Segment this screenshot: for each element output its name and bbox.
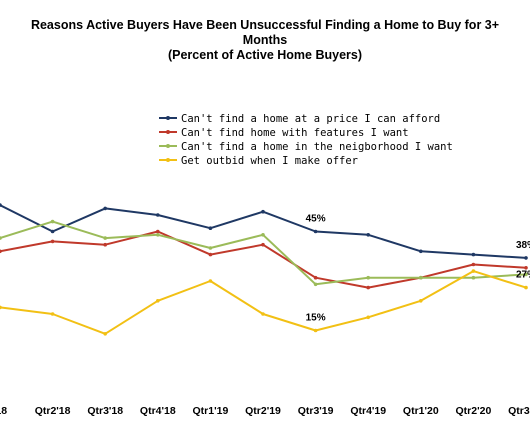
data-point xyxy=(208,252,213,257)
legend-swatch-marker xyxy=(166,144,170,148)
data-point xyxy=(50,312,55,316)
data-point xyxy=(0,203,2,207)
x-tick-label: Qtr1'20 xyxy=(403,405,439,417)
data-label: 45% xyxy=(306,214,326,225)
data-point xyxy=(313,229,318,234)
data-point xyxy=(471,269,476,273)
data-point xyxy=(366,275,371,280)
x-tick-label: Qtr2'18 xyxy=(35,405,71,417)
legend-swatch-marker xyxy=(166,158,170,162)
chart-title-line-2: Months xyxy=(242,33,288,47)
series-lines xyxy=(0,203,528,336)
data-point xyxy=(524,266,528,270)
data-point xyxy=(156,233,160,237)
data-point xyxy=(471,262,476,267)
x-tick-label: Qtr4'18 xyxy=(140,405,176,417)
data-label: 38% xyxy=(516,240,530,251)
legend-entry: Get outbid when I make offer xyxy=(181,155,358,167)
x-tick-label: Qtr3'19 xyxy=(298,405,334,417)
data-point xyxy=(103,236,107,240)
chart-title-line-1: Reasons Active Buyers Have Been Unsucces… xyxy=(30,18,500,32)
data-labels: 45% 38% 15% 27% xyxy=(306,214,530,324)
data-point xyxy=(208,246,213,250)
data-point xyxy=(208,226,213,230)
data-point xyxy=(366,233,371,237)
legend-entry: Can't find a home in the neigborhood I w… xyxy=(181,141,453,153)
data-point xyxy=(50,219,55,224)
data-point xyxy=(524,285,528,290)
data-point xyxy=(103,206,107,211)
data-point xyxy=(103,242,107,247)
data-point xyxy=(419,275,423,280)
data-point xyxy=(419,299,423,303)
legend-swatch-marker xyxy=(166,130,170,134)
data-point xyxy=(419,249,423,254)
data-point xyxy=(524,272,528,277)
x-tick-label: Qtr3'20 xyxy=(508,405,530,417)
data-point xyxy=(471,275,476,280)
data-point xyxy=(50,239,55,244)
data-point xyxy=(156,213,160,217)
x-tick-label: Qtr4'19 xyxy=(350,405,386,417)
chart-title-line-3: (Percent of Active Home Buyers) xyxy=(167,48,363,62)
data-point xyxy=(103,332,107,336)
data-label: 27% xyxy=(516,270,530,281)
data-point xyxy=(0,236,2,240)
data-label: 15% xyxy=(306,313,326,324)
chart-title: Reasons Active Buyers Have Been Unsucces… xyxy=(0,18,530,63)
data-point xyxy=(313,275,318,280)
data-point xyxy=(313,282,318,287)
legend-entry: Can't find home with features I want xyxy=(181,127,409,139)
x-tick-label: Qtr2'20 xyxy=(456,405,492,417)
data-point xyxy=(366,285,371,290)
data-point xyxy=(261,233,265,237)
series-line xyxy=(0,270,527,335)
legend: Can't find a home at a price I can affor… xyxy=(159,113,453,167)
x-tick-label: Qtr3'18 xyxy=(87,405,123,417)
x-tick-label: Qtr1'19 xyxy=(193,405,229,417)
data-point xyxy=(208,279,213,283)
legend-entry: Can't find a home at a price I can affor… xyxy=(181,113,440,125)
legend-swatch-marker xyxy=(166,116,170,120)
data-point xyxy=(156,299,160,303)
data-point xyxy=(313,328,318,333)
data-point xyxy=(366,315,371,320)
series-line xyxy=(0,230,527,289)
data-point xyxy=(0,249,2,254)
data-point xyxy=(156,229,160,234)
x-axis: '18 Qtr2'18 Qtr3'18 Qtr4'18 Qtr1'19 Qtr2'19 Qt… xyxy=(0,405,530,417)
data-point xyxy=(0,305,2,310)
data-point xyxy=(524,256,528,260)
data-point xyxy=(471,252,476,257)
data-point xyxy=(50,229,55,234)
data-point xyxy=(261,312,265,316)
x-tick-label: '18 xyxy=(0,405,7,417)
x-tick-label: Qtr2'19 xyxy=(245,405,281,417)
data-point xyxy=(261,242,265,247)
data-point xyxy=(261,209,265,214)
